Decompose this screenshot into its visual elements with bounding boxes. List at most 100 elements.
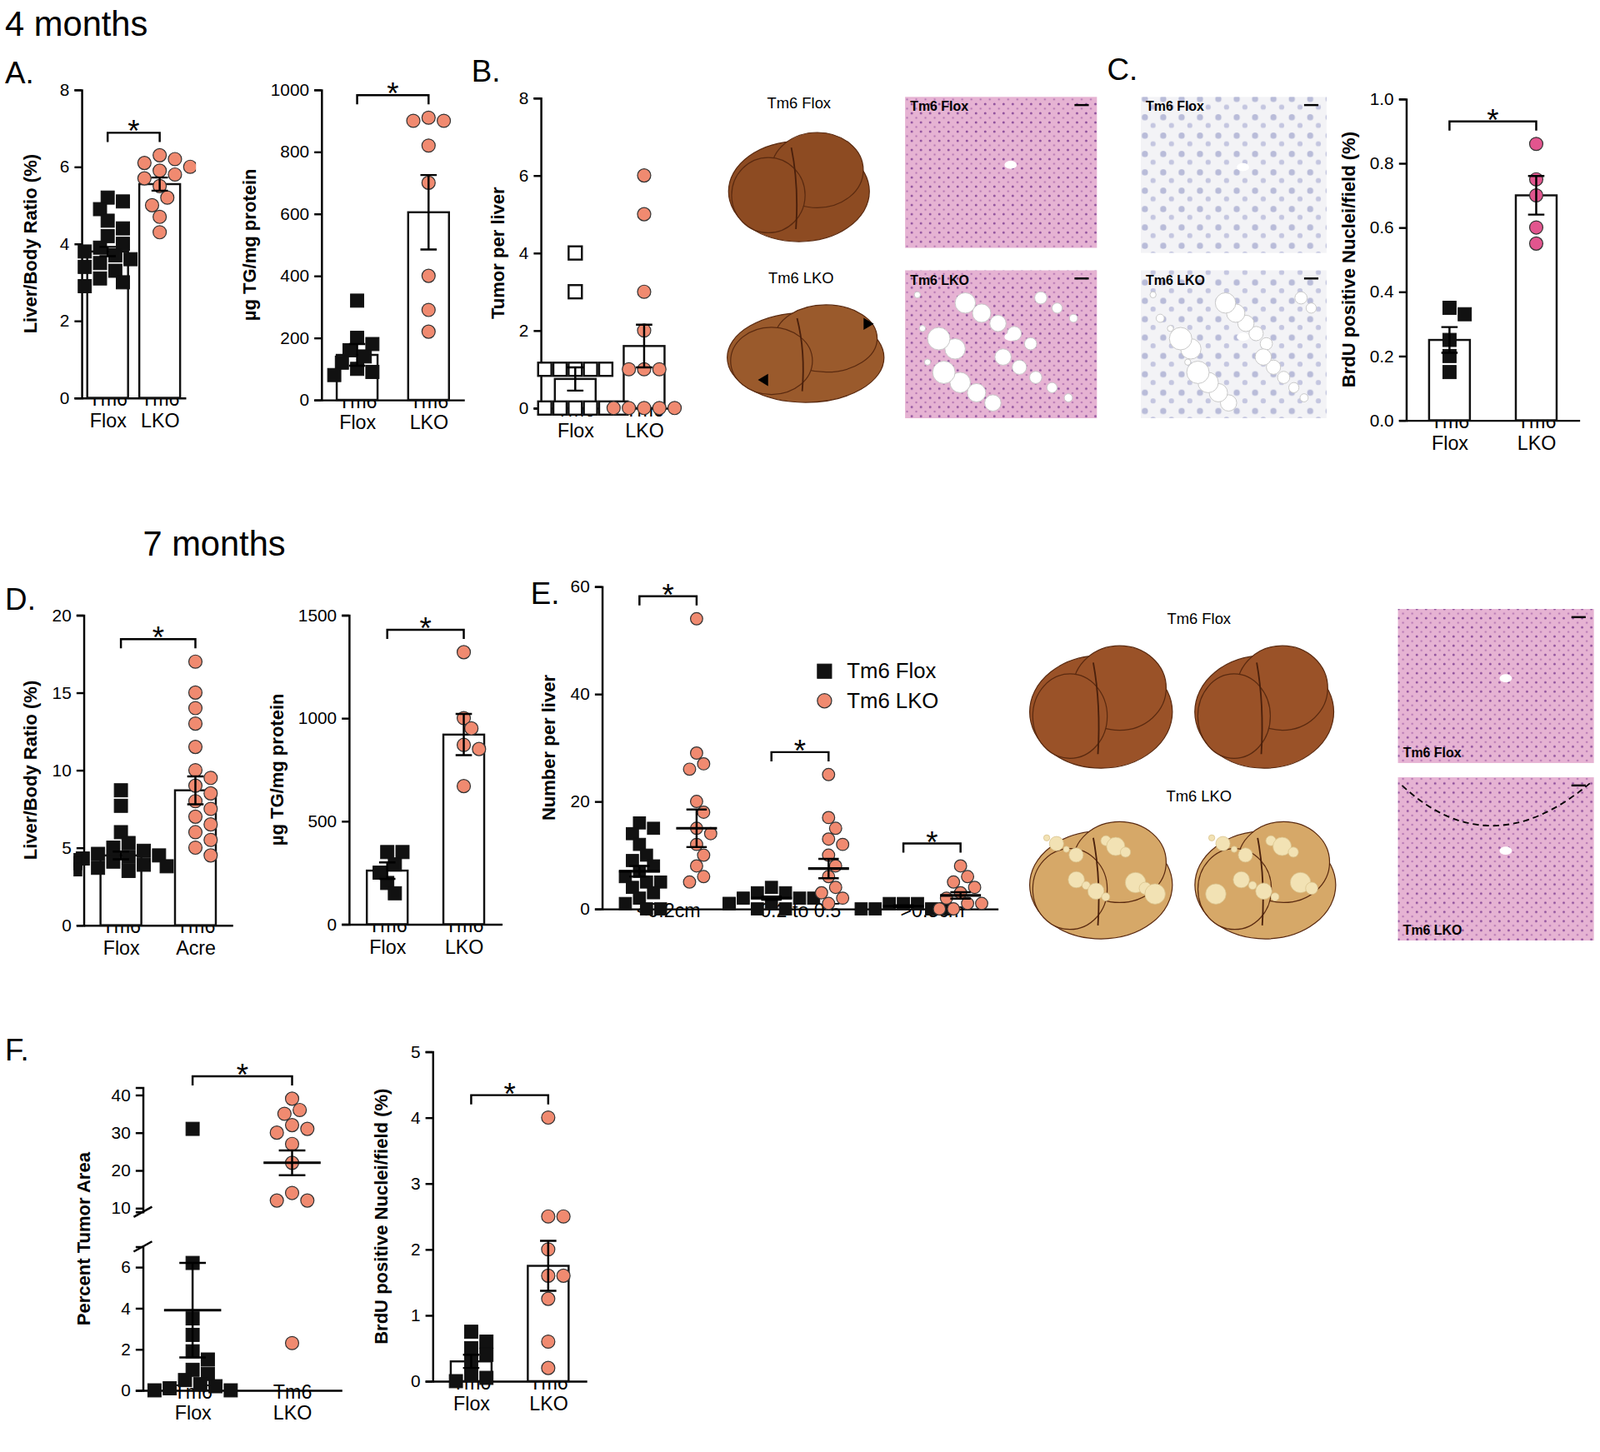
y-tick-label: 15 xyxy=(52,683,72,703)
y-axis-line xyxy=(74,90,82,399)
y-tick-label: 0.4 xyxy=(1370,281,1395,301)
error-bar xyxy=(455,714,473,755)
x-tick: <0.2cm xyxy=(636,900,701,922)
bar xyxy=(87,251,129,399)
error-bar-cap xyxy=(635,366,653,369)
y-axis: 02004006008001000 xyxy=(270,80,323,410)
data-point xyxy=(189,685,203,700)
error-bar xyxy=(420,175,437,250)
chart: 05101520Liver/Body Ratio (%)Tm6FloxTm6Ac… xyxy=(20,605,234,960)
legend: Tm6 FloxTm6 LKO xyxy=(817,659,939,713)
data-point xyxy=(541,1210,555,1224)
plot-area xyxy=(73,655,218,925)
liver-photo xyxy=(1030,821,1173,940)
data-point xyxy=(178,1374,192,1388)
error-bar xyxy=(893,905,914,908)
y-tick: 60 xyxy=(570,576,603,596)
chart: 0.00.20.40.60.81.0BrdU positive Nuclei/f… xyxy=(1338,89,1580,455)
y-axis-title: µg TG/mg protein xyxy=(266,693,288,846)
y-tick: 8 xyxy=(60,80,82,100)
data-point xyxy=(147,1384,161,1398)
data-point xyxy=(815,886,828,900)
data-point xyxy=(553,362,567,376)
vacuole xyxy=(985,395,1002,412)
data-point xyxy=(954,860,967,873)
error-bar-line xyxy=(1535,175,1537,215)
data-point xyxy=(599,362,613,376)
error-bar-cap xyxy=(893,905,914,907)
data-point xyxy=(855,903,868,916)
y-tick-label: 60 xyxy=(570,576,590,596)
image-label: Tm6 LKO xyxy=(1403,923,1463,938)
bar xyxy=(443,735,485,925)
y-tick-mark xyxy=(595,693,603,695)
bar xyxy=(100,855,142,926)
data-point xyxy=(822,768,835,781)
y-tick-label: 3 xyxy=(410,1174,421,1194)
y-tick-mark xyxy=(533,97,541,100)
nodule xyxy=(1288,847,1299,858)
y-tick-mark xyxy=(76,925,85,927)
y-axis-title: BrdU positive Nuclei/field (%) xyxy=(370,1089,392,1345)
y-tick-label: 0 xyxy=(327,915,338,935)
x-tick-label-line: Flox xyxy=(103,937,140,960)
data-point xyxy=(836,838,850,851)
error-bar-cap xyxy=(1528,213,1545,215)
nodule xyxy=(1069,848,1084,863)
data-point xyxy=(690,860,704,873)
data-point xyxy=(697,806,710,820)
plot-area xyxy=(538,169,682,415)
y-tick: 0 xyxy=(580,899,602,919)
liver-photo xyxy=(1195,645,1335,769)
data-point xyxy=(204,771,218,785)
histology-image: Tm6 LKO xyxy=(1398,777,1595,941)
y-tick: 20 xyxy=(570,791,603,811)
arrowhead xyxy=(863,317,874,330)
y-tick-label: 0 xyxy=(120,1380,131,1400)
y-tick-mark xyxy=(135,1208,144,1210)
data-point xyxy=(480,1348,494,1362)
y-axis-line xyxy=(1399,99,1407,421)
vacuole xyxy=(919,325,925,332)
data-point xyxy=(300,1194,315,1208)
data-point xyxy=(947,903,960,916)
data-point xyxy=(683,875,696,889)
y-tick: 4 xyxy=(120,1299,143,1319)
y-tick-mark xyxy=(74,397,82,400)
error-bar-cap xyxy=(112,850,130,853)
y-tick-mark xyxy=(74,166,82,169)
vacuole xyxy=(1167,325,1174,332)
axis-break-mark xyxy=(133,1241,152,1252)
y-tick-mark xyxy=(76,847,85,850)
data-point xyxy=(204,802,218,816)
data-point xyxy=(153,225,167,240)
tumor-border xyxy=(1401,783,1590,826)
data-point xyxy=(183,160,196,174)
y-tick: 2 xyxy=(519,320,541,340)
significance-label: * xyxy=(386,76,399,111)
image-background xyxy=(905,270,1097,419)
nodule xyxy=(1230,846,1237,853)
y-tick-mark xyxy=(1399,98,1407,100)
data-point xyxy=(204,818,218,832)
y-tick-mark xyxy=(74,320,82,322)
y-tick-label: 0 xyxy=(410,1371,421,1391)
vessel xyxy=(1236,163,1250,172)
y-tick: 400 xyxy=(280,265,321,285)
y-tick-mark xyxy=(1399,355,1407,358)
y-tick-mark xyxy=(1399,291,1407,294)
error-bar-line xyxy=(470,1355,472,1369)
data-point xyxy=(160,860,174,874)
y-tick: 800 xyxy=(280,141,321,161)
x-tick-label: <0.2cm xyxy=(636,900,701,922)
error-bar-line xyxy=(385,862,388,880)
y-tick-label: 40 xyxy=(570,684,590,704)
error-bar xyxy=(279,1150,306,1176)
x-tick-label-line: LKO xyxy=(445,936,485,959)
data-point xyxy=(270,1126,284,1140)
error-bar-cap xyxy=(1441,325,1459,328)
error-bar-line xyxy=(695,810,698,848)
image-background xyxy=(1398,609,1595,764)
y-tick: 1500 xyxy=(298,605,350,625)
data-point xyxy=(457,780,471,794)
